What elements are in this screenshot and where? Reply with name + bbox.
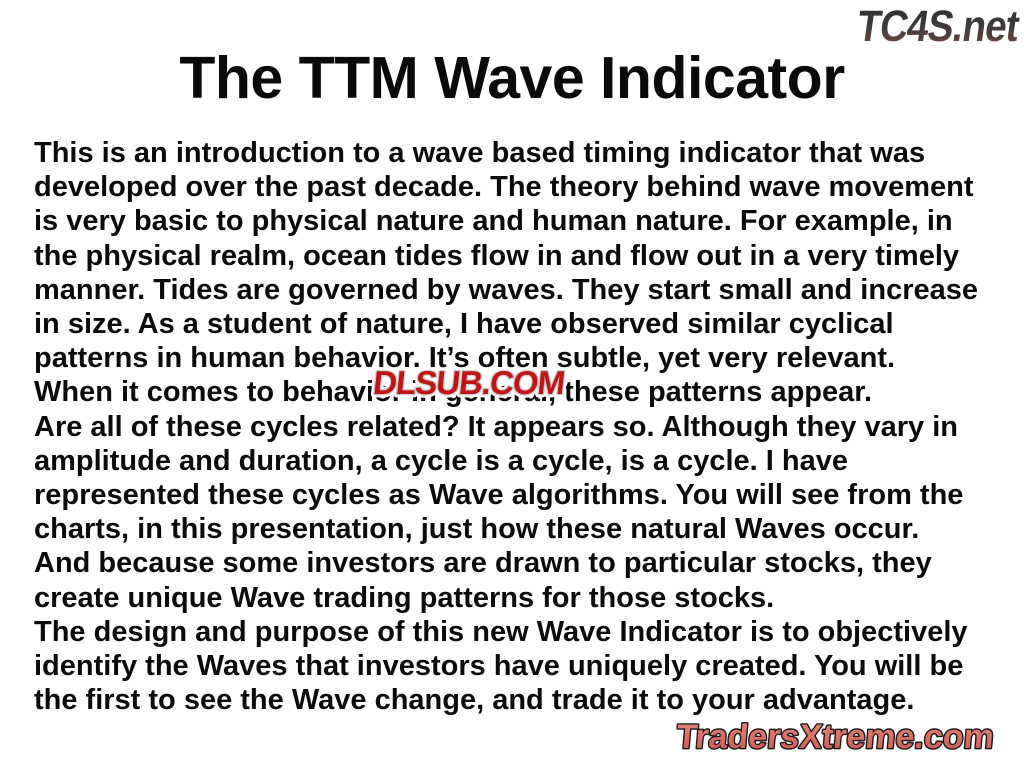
svg-text:TradersXtreme.com: TradersXtreme.com	[675, 718, 996, 756]
svg-text:DLSUB.COM: DLSUB.COM	[371, 365, 566, 402]
